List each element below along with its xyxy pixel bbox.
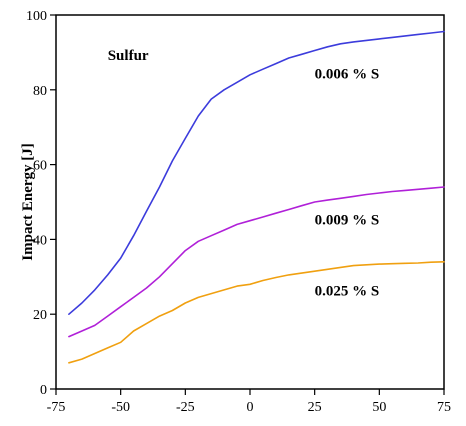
y-tick-label: 60 — [33, 159, 47, 174]
y-tick-label: 80 — [33, 84, 47, 99]
x-tick-label: 25 — [308, 400, 322, 415]
x-tick-label: 0 — [247, 400, 254, 415]
series-line-3 — [68, 260, 445, 364]
series-label-2: 0.009 % S — [315, 212, 380, 228]
x-tick-label: -50 — [111, 400, 130, 415]
x-tick-label: 50 — [372, 400, 386, 415]
y-tick-label: 20 — [33, 308, 47, 323]
series-label-3: 0.025 % S — [315, 284, 380, 300]
series-line-2 — [68, 186, 445, 338]
y-tick-label: 0 — [40, 383, 47, 398]
annotation-sulfur: Sulfur — [108, 48, 149, 64]
plot-area: 0 20 40 60 80 100 -75 -50 -25 0 25 50 75 Impact Energ… — [20, 9, 451, 415]
x-tick-label: 75 — [437, 400, 451, 415]
x-tick-label: -75 — [47, 400, 66, 415]
plot-frame — [55, 14, 445, 390]
x-tick-label: -25 — [176, 400, 195, 415]
y-tick-label: 100 — [26, 9, 47, 24]
series-line-1 — [68, 30, 445, 316]
y-tick-label: 40 — [33, 233, 47, 248]
y-axis-title: Impact Energy [J] — [20, 143, 36, 260]
series-label-1: 0.006 % S — [315, 67, 380, 83]
